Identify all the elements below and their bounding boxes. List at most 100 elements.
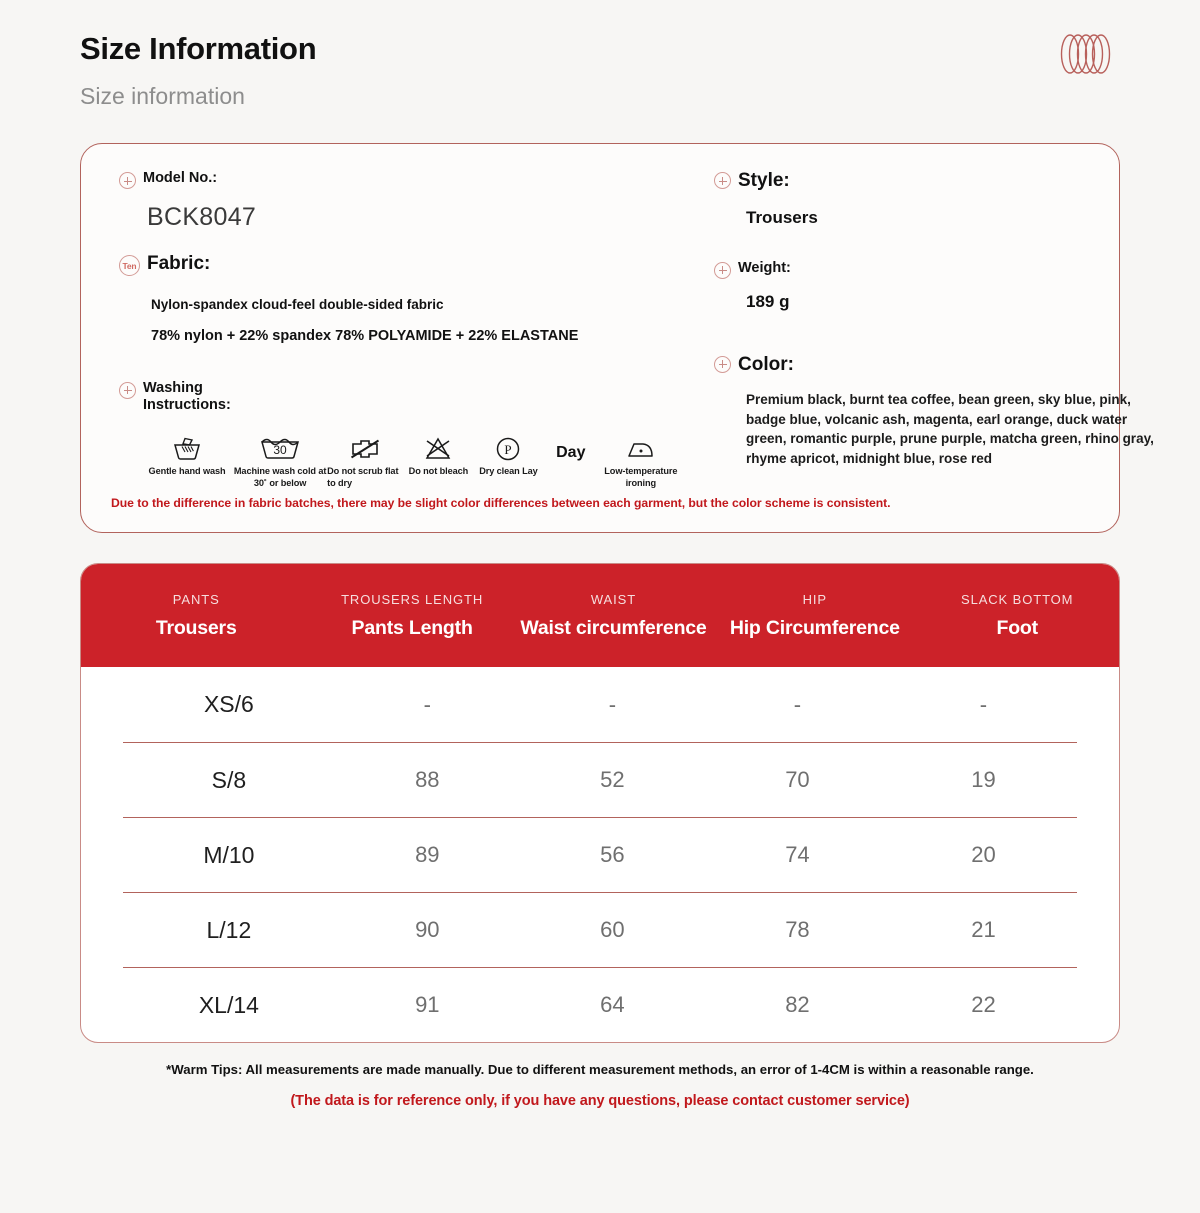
table-row: XL/14 91 64 82 22 [123, 967, 1077, 1042]
column-main-label: Trousers [155, 616, 237, 639]
cell-hip: 82 [785, 992, 810, 1018]
brand-rings-logo [1052, 28, 1118, 80]
info-left-column: Model No.: BCK8047 Ten Fabric: Nylon-spa… [119, 168, 684, 489]
cell-size: L/12 [206, 916, 252, 943]
cell-pants-length: 89 [415, 842, 440, 868]
column-main-label: Foot [996, 616, 1039, 639]
hand-wash-caption: Gentle hand wash [148, 465, 226, 476]
table-column-header: WAIST Waist circumference [513, 592, 714, 640]
do-not-bleach-icon [424, 432, 452, 462]
info-right-column: Style: Trousers Weight: 189 g Color: [684, 168, 1154, 489]
product-info-card: Model No.: BCK8047 Ten Fabric: Nylon-spa… [80, 143, 1154, 534]
cell-foot: 21 [971, 917, 996, 943]
table-row: XS/6 - - - - [123, 667, 1077, 742]
column-main-label: Waist circumference [520, 616, 707, 639]
svg-text:P: P [505, 442, 512, 457]
model-no-label: Model No.: [143, 170, 218, 187]
color-label: Color: [738, 353, 794, 375]
page-subtitle: Size information [80, 82, 245, 109]
plus-circle-icon [714, 261, 731, 279]
plus-circle-icon [119, 172, 136, 190]
cell-foot: 19 [971, 767, 996, 793]
field-model-no: Model No.: BCK8047 [119, 170, 684, 232]
cell-pants-length: - [423, 691, 431, 717]
reference-only-note: (The data is for reference only, if you … [290, 1093, 910, 1110]
cell-foot: 22 [971, 992, 996, 1018]
page-footer: *Warm Tips: All measurements are made ma… [80, 1060, 1120, 1109]
cell-size: M/10 [203, 841, 255, 868]
cell-waist: 52 [600, 767, 625, 793]
cell-size: S/8 [211, 766, 247, 793]
washing-label-line2: Instructions: [143, 396, 231, 413]
table-row: L/12 90 60 78 21 [123, 892, 1077, 967]
column-sub-label: WAIST [590, 591, 637, 607]
low-temperature-iron-icon [625, 432, 657, 462]
wash-care-iron: Low-temperature ironing [598, 432, 684, 490]
cell-pants-length: 90 [415, 917, 440, 943]
cell-waist: 64 [600, 992, 625, 1018]
cell-pants-length: 91 [415, 992, 440, 1018]
plus-circle-icon [714, 172, 731, 190]
plus-circle-icon [714, 355, 731, 373]
wash-care-symbols: Gentle hand wash 30 Machine wash cold a [141, 432, 684, 490]
do-not-wring-caption: Do not scrub flat to dry [327, 465, 399, 489]
cell-hip: 70 [785, 767, 810, 793]
cell-hip: 74 [785, 842, 810, 868]
size-table-body: XS/6 - - - - S/8 88 52 70 19 M/10 89 56 … [81, 667, 1119, 1042]
cell-waist: 56 [600, 842, 625, 868]
machine-wash-30-icon: 30 [258, 432, 302, 462]
fabric-composition: 78% nylon + 22% spandex 78% POLYAMIDE + … [151, 328, 579, 345]
weight-value: 189 g [746, 291, 790, 311]
wash-care-do-not-wring: Do not scrub flat to dry [327, 432, 404, 490]
field-weight: Weight: 189 g [714, 260, 1154, 312]
page-header: Size Information Size information [40, 0, 1160, 110]
wash-care-hand-wash: Gentle hand wash [141, 432, 233, 477]
wash-care-machine-wash: 30 Machine wash cold at 30˚ or below [233, 432, 327, 490]
style-label: Style: [738, 170, 790, 192]
fabric-batch-note: Due to the difference in fabric batches,… [111, 496, 891, 511]
do-not-wring-icon [349, 432, 381, 462]
svg-text:30: 30 [273, 443, 287, 457]
wash-care-do-not-bleach: Do not bleach [404, 432, 473, 477]
weight-label: Weight: [738, 259, 791, 276]
do-not-bleach-caption: Do not bleach [408, 465, 469, 476]
wash-care-day-label: Day [544, 432, 598, 477]
dry-clean-p-icon: P [495, 432, 521, 462]
cell-waist: 60 [600, 917, 625, 943]
ten-circle-icon: Ten [119, 255, 140, 277]
cell-size: XL/14 [198, 991, 259, 1018]
warm-tips-text: *Warm Tips: All measurements are made ma… [166, 1062, 1034, 1078]
table-column-header: SLACK BOTTOM Foot [916, 592, 1119, 640]
wash-care-dry-clean: P Dry clean Lay [473, 432, 544, 477]
dry-clean-caption: Dry clean Lay [479, 465, 538, 476]
field-fabric: Ten Fabric: Nylon-spandex cloud-feel dou… [119, 253, 684, 346]
table-row: S/8 88 52 70 19 [123, 742, 1077, 817]
column-sub-label: HIP [802, 591, 827, 607]
table-column-header: TROUSERS LENGTH Pants Length [311, 592, 512, 640]
column-sub-label: TROUSERS LENGTH [341, 591, 484, 607]
hand-wash-icon [172, 432, 202, 462]
fabric-label: Fabric: [147, 253, 211, 275]
model-no-value: BCK8047 [147, 203, 257, 232]
field-washing-instructions: Washing Instructions: [119, 380, 684, 490]
table-column-header: PANTS Trousers [81, 592, 311, 640]
cell-hip: - [793, 691, 802, 717]
page-title: Size Information [80, 31, 317, 66]
size-table-header: PANTS Trousers TROUSERS LENGTH Pants Len… [81, 564, 1119, 668]
cell-size: XS/6 [203, 691, 254, 718]
field-style: Style: Trousers [714, 170, 1154, 227]
cell-foot: 20 [971, 842, 996, 868]
cell-hip: 78 [785, 917, 810, 943]
color-list-value: Premium black, burnt tea coffee, bean gr… [746, 392, 1154, 466]
cell-waist: - [608, 691, 617, 717]
column-main-label: Pants Length [351, 616, 473, 639]
column-sub-label: PANTS [172, 591, 220, 607]
day-text-icon: Day [556, 443, 586, 461]
column-sub-label: SLACK BOTTOM [961, 591, 1074, 607]
plus-circle-icon [119, 381, 136, 399]
iron-caption: Low-temperature ironing [604, 465, 678, 489]
washing-label-line1: Washing [143, 379, 203, 396]
style-value: Trousers [746, 207, 818, 227]
field-color: Color: Premium black, burnt tea coffee, … [714, 354, 1154, 469]
